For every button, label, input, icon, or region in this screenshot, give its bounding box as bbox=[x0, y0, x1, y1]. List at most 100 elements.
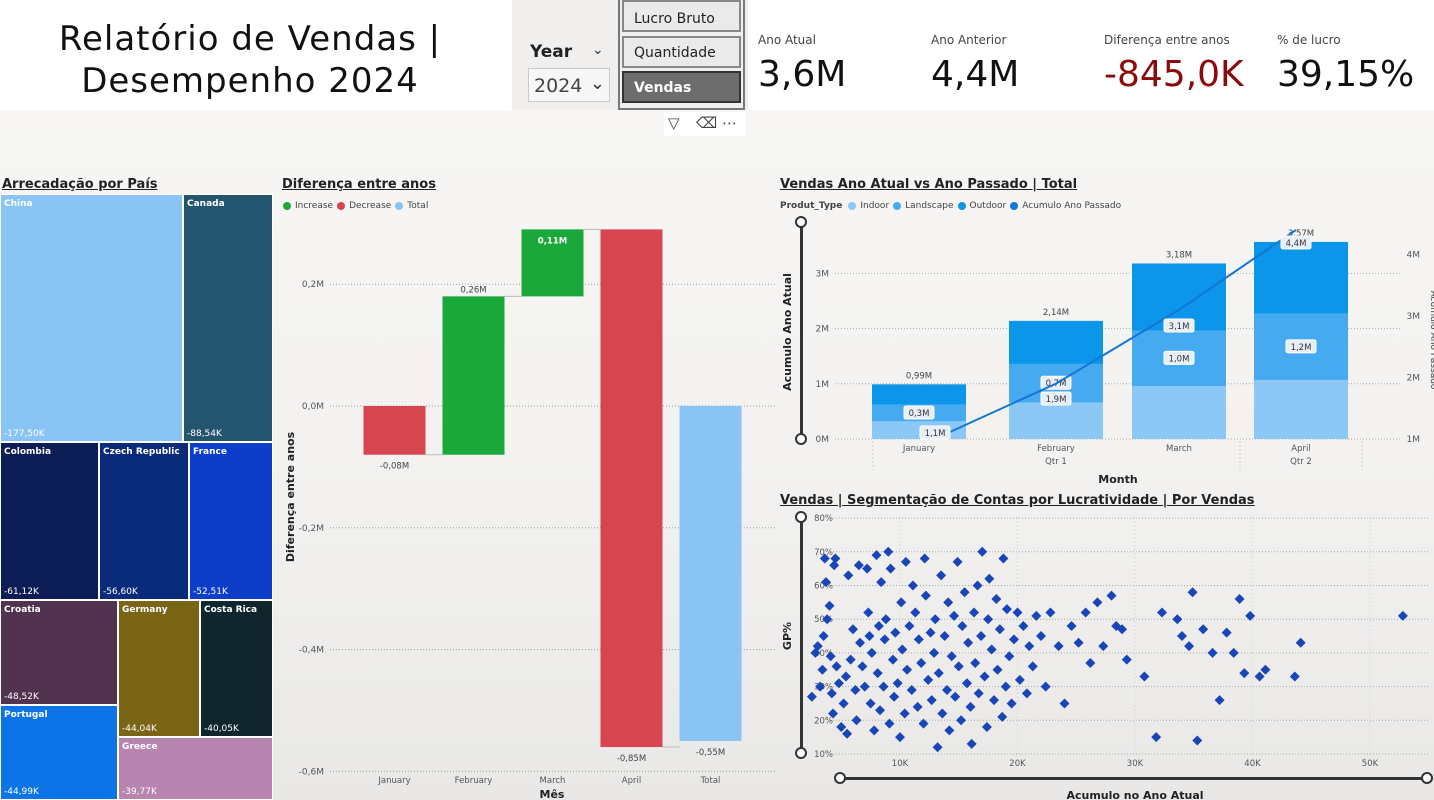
scatter-point bbox=[1177, 631, 1187, 642]
scatter-point bbox=[872, 668, 883, 679]
scatter-point bbox=[942, 684, 952, 695]
scatter-point bbox=[943, 597, 954, 608]
scatter-point bbox=[878, 681, 889, 692]
treemap-cell-greece[interactable]: Greece -39,77K bbox=[118, 737, 273, 800]
y-range-slider-handle-bottom[interactable] bbox=[795, 433, 807, 445]
treemap-cell-portugal[interactable]: Portugal -44,99K bbox=[0, 705, 118, 800]
scatter-point bbox=[1059, 698, 1070, 709]
waterfall-legend: Increase Decrease Total bbox=[283, 201, 428, 211]
scatter-point bbox=[1000, 681, 1011, 692]
scatter-point bbox=[820, 577, 831, 588]
scatter-point bbox=[866, 647, 877, 658]
waterfall-bar-january bbox=[363, 406, 426, 455]
scatter-x-slider-handle-right[interactable] bbox=[1421, 772, 1433, 784]
y-tick-label-right: 2M bbox=[1407, 374, 1421, 384]
scatter-point bbox=[904, 620, 915, 631]
x-tick-label: 40K bbox=[1244, 759, 1261, 769]
treemap-cell-value: -61,12K bbox=[4, 587, 39, 597]
scatter-point bbox=[1080, 607, 1091, 618]
scatter-point bbox=[976, 631, 987, 642]
scatter-point bbox=[1239, 668, 1250, 679]
scatter-x-slider-track[interactable] bbox=[840, 777, 1430, 780]
x-tick-label: January bbox=[902, 444, 935, 454]
scatter-point bbox=[946, 651, 957, 662]
treemap-cell-costa-rica[interactable]: Costa Rica -40,05K bbox=[200, 600, 273, 737]
treemap-cell-canada[interactable]: Canada -88,54K bbox=[183, 194, 273, 442]
y-range-slider-track[interactable] bbox=[800, 222, 803, 440]
scatter-title: Vendas | Segmentação de Contas por Lucra… bbox=[780, 493, 1255, 508]
waterfall-chart: 0,2M 0,0M -0,2M -0,4M -0,6M -0,08M January 0,26… bbox=[284, 228, 775, 800]
treemap-cell-colombia[interactable]: Colombia -61,12K bbox=[0, 442, 99, 600]
scatter-point bbox=[857, 661, 868, 672]
legend-item-landscape: Landscape bbox=[905, 201, 954, 211]
more-options-icon[interactable]: ⋯ bbox=[722, 114, 738, 132]
scatter-chart: 80%70%60%50%40%30%20%10%10K20K30K40K50KA… bbox=[781, 514, 1430, 800]
line-label-box: 4,4M bbox=[1280, 235, 1312, 250]
y-tick-label-right: 3M bbox=[1407, 312, 1421, 322]
treemap-cell-value: -40,05K bbox=[204, 724, 239, 734]
combo-total-label: 0,99M bbox=[906, 371, 932, 381]
scatter-point bbox=[1245, 610, 1256, 621]
scatter-point bbox=[970, 658, 981, 669]
waterfall-data-label: -0,55M bbox=[696, 748, 725, 758]
treemap-cell-germany[interactable]: Germany -44,04K bbox=[118, 600, 200, 737]
treemap-cell-value: -88,54K bbox=[187, 429, 222, 439]
waterfall-title: Diferença entre anos bbox=[282, 177, 436, 192]
scatter-point bbox=[1036, 631, 1046, 642]
label-box-bg bbox=[919, 425, 951, 440]
chevron-up-icon[interactable]: ⌄ bbox=[592, 42, 604, 58]
legend-dot bbox=[283, 202, 291, 210]
scatter-point bbox=[998, 553, 1009, 564]
scatter-point bbox=[969, 607, 980, 618]
scatter-x-slider-handle-left[interactable] bbox=[834, 772, 846, 784]
scatter-point bbox=[906, 684, 917, 695]
scatter-point bbox=[1295, 637, 1306, 648]
y-axis-title: GP% bbox=[781, 622, 794, 650]
scatter-point bbox=[965, 701, 976, 712]
line-acumulo-ano-passado bbox=[947, 229, 1297, 434]
line-label-box: 1,1M bbox=[919, 425, 951, 440]
scatter-point bbox=[833, 678, 844, 689]
x-group-label: Qtr 1 bbox=[1045, 457, 1067, 467]
treemap-cell-china[interactable]: China -177,50K bbox=[0, 194, 183, 442]
eraser-icon[interactable]: ⌫ bbox=[696, 114, 718, 132]
treemap-cell-france[interactable]: France -52,51K bbox=[189, 442, 273, 600]
scatter-y-slider-handle-bottom[interactable] bbox=[795, 747, 807, 759]
x-axis-title: Month bbox=[1098, 473, 1137, 486]
combo-chart: 3M2M1M0M4M3M2M1M0,99M0,3MJanuary2,14M0,7… bbox=[781, 229, 1434, 486]
y-range-slider-handle-top[interactable] bbox=[795, 216, 807, 228]
treemap-cell-czech-republic[interactable]: Czech Republic -56,60K bbox=[99, 442, 189, 600]
measure-option-quantidade[interactable]: Quantidade bbox=[622, 36, 741, 68]
legend-dot bbox=[893, 202, 902, 210]
treemap-cell-name: Czech Republic bbox=[103, 447, 180, 457]
scatter-point bbox=[885, 563, 896, 574]
scatter-y-slider-track[interactable] bbox=[800, 517, 803, 754]
label-box-bg bbox=[1163, 318, 1195, 333]
year-slicer-label: Year bbox=[530, 42, 573, 62]
measure-option-lucro-bruto[interactable]: Lucro Bruto bbox=[622, 0, 741, 32]
scatter-point bbox=[864, 631, 875, 642]
filter-icon[interactable]: ▽ bbox=[668, 114, 680, 132]
scatter-point bbox=[932, 742, 943, 753]
line-data-label: 3,1M bbox=[1169, 322, 1190, 332]
scatter-point bbox=[913, 634, 924, 645]
y-axis-title-left: Acumulo Ano Atual bbox=[781, 273, 794, 391]
scatter-point bbox=[819, 553, 830, 564]
scatter-point bbox=[1198, 624, 1209, 635]
scatter-point bbox=[1106, 590, 1117, 601]
treemap-cell-name: Costa Rica bbox=[204, 605, 258, 615]
scatter-point bbox=[1092, 597, 1103, 608]
scatter-point bbox=[1006, 698, 1017, 709]
scatter-point bbox=[1228, 647, 1239, 658]
x-axis-title: Mês bbox=[540, 788, 565, 800]
year-dropdown[interactable]: 2024 ⌄ bbox=[528, 68, 610, 102]
scatter-point bbox=[994, 624, 1005, 635]
scatter-point bbox=[977, 546, 988, 557]
measure-option-vendas[interactable]: Vendas bbox=[622, 71, 741, 103]
x-tick-label: 50K bbox=[1362, 759, 1379, 769]
label-box-bg bbox=[1163, 350, 1195, 365]
visual-toolbar: ▽ ⌫ ⋯ bbox=[664, 112, 746, 136]
treemap-cell-croatia[interactable]: Croatia -48,52K bbox=[0, 600, 118, 705]
scatter-y-slider-handle-top[interactable] bbox=[795, 511, 807, 523]
combo-segment-label: 0,3M bbox=[909, 409, 930, 419]
